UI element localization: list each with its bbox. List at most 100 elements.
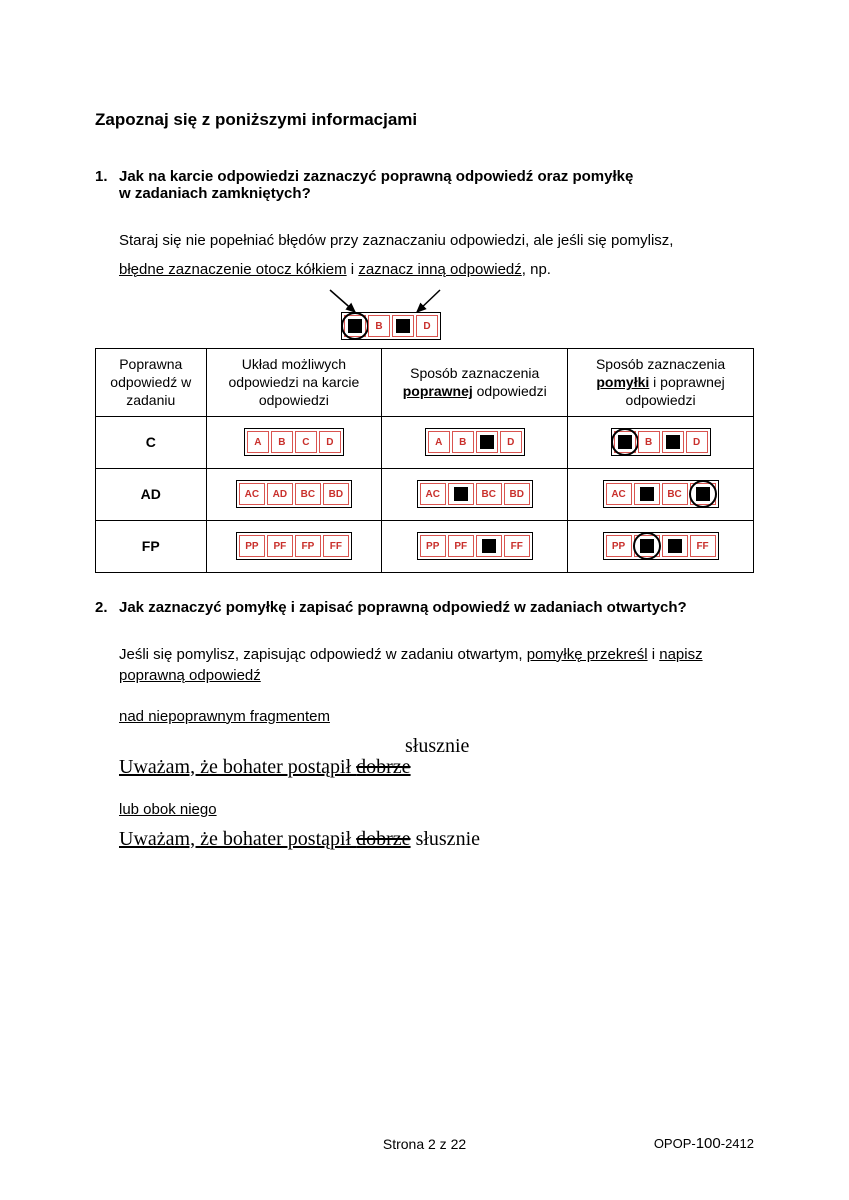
answer-box-cell: A xyxy=(428,431,450,453)
answer-box-group: AC BC xyxy=(603,480,719,508)
answer-box-cell xyxy=(690,483,716,505)
answer-box xyxy=(634,535,660,557)
hw-correction-above: słusznie xyxy=(405,735,754,758)
answer-box-cell: BD xyxy=(504,483,530,505)
answer-box: PP xyxy=(239,535,265,557)
filled-square-icon xyxy=(396,319,410,333)
answer-box-group: ACADBCBD xyxy=(236,480,352,508)
answer-box: FF xyxy=(690,535,716,557)
row-cell-mistake: BD xyxy=(568,416,754,468)
answer-box: A xyxy=(247,431,269,453)
q2-para: Jeśli się pomylisz, zapisując odpowiedź … xyxy=(119,644,754,686)
answer-box-cell: D xyxy=(416,315,438,337)
answer-box-cell: PP xyxy=(239,535,265,557)
hw-line-2: Uważam, że bohater postąpił dobrze słusz… xyxy=(119,828,754,851)
answer-box: AC xyxy=(239,483,265,505)
answer-box: C xyxy=(295,431,317,453)
filled-square-icon xyxy=(454,487,468,501)
answer-box-cell: AC xyxy=(420,483,446,505)
row-cell-layout: ACADBCBD xyxy=(206,468,382,520)
answer-box-cell: A xyxy=(247,431,269,453)
example-boxes: BD xyxy=(341,312,441,340)
answer-box: AC xyxy=(606,483,632,505)
answer-box-group: BD xyxy=(611,428,711,456)
answer-box-group: PPPFFF xyxy=(417,532,533,560)
answer-box: B xyxy=(638,431,660,453)
answer-box-cell: FF xyxy=(504,535,530,557)
filled-square-icon xyxy=(618,435,632,449)
answer-box-cell: B xyxy=(271,431,293,453)
answer-box: D xyxy=(500,431,522,453)
filled-square-icon xyxy=(348,319,362,333)
row-cell-mistake: AC BC xyxy=(568,468,754,520)
footer-right: OPOP-100-2412 xyxy=(654,1135,754,1152)
answer-box-cell xyxy=(662,431,684,453)
answer-box-cell: C xyxy=(295,431,317,453)
answer-box-cell xyxy=(476,431,498,453)
row-cell-mistake: PP FF xyxy=(568,520,754,572)
answer-box-cell: BC xyxy=(662,483,688,505)
answer-box-cell xyxy=(448,483,474,505)
answer-box: BC xyxy=(295,483,321,505)
answer-box: D xyxy=(416,315,438,337)
answer-box-group: PPPFFPFF xyxy=(236,532,352,560)
th-4: Sposób zaznaczenia pomyłki i poprawnej o… xyxy=(568,349,754,417)
answer-box: AD xyxy=(267,483,293,505)
answer-box: D xyxy=(686,431,708,453)
filled-square-icon xyxy=(696,487,710,501)
row-cell-layout: PPPFFPFF xyxy=(206,520,382,572)
answer-box-cell xyxy=(662,535,688,557)
answer-box xyxy=(476,535,502,557)
q1-number: 1. xyxy=(95,168,119,202)
answer-box: B xyxy=(271,431,293,453)
q2-number: 2. xyxy=(95,599,119,616)
answer-box: B xyxy=(368,315,390,337)
filled-square-icon xyxy=(668,539,682,553)
q2-title: 2. Jak zaznaczyć pomyłkę i zapisać popra… xyxy=(95,599,754,616)
answer-box-group: PP FF xyxy=(603,532,719,560)
answer-box-cell xyxy=(344,315,366,337)
row-cell-layout: ABCD xyxy=(206,416,382,468)
answer-box: BC xyxy=(476,483,502,505)
page-heading: Zapoznaj się z poniższymi informacjami xyxy=(95,110,754,130)
answer-box-cell: PP xyxy=(606,535,632,557)
answer-box: AC xyxy=(420,483,446,505)
answer-box-cell: B xyxy=(368,315,390,337)
label-beside: lub obok niego xyxy=(119,801,754,818)
q1-para-b: błędne zaznaczenie otocz kółkiem i zazna… xyxy=(119,259,754,280)
answer-box-cell: PP xyxy=(420,535,446,557)
answer-box: FF xyxy=(504,535,530,557)
answer-box xyxy=(344,315,366,337)
filled-square-icon xyxy=(640,539,654,553)
answer-box xyxy=(662,535,688,557)
answer-box-cell xyxy=(634,483,660,505)
answer-box-cell: FF xyxy=(690,535,716,557)
label-above: nad niepoprawnym fragmentem xyxy=(119,708,754,725)
q1-title-text: Jak na karcie odpowiedzi zaznaczyć popra… xyxy=(119,168,633,202)
answer-box-cell: D xyxy=(686,431,708,453)
answer-box-cell: AC xyxy=(606,483,632,505)
answer-box-cell: BC xyxy=(295,483,321,505)
answer-box: PP xyxy=(606,535,632,557)
answer-box-cell: D xyxy=(500,431,522,453)
answer-box: BD xyxy=(323,483,349,505)
answer-box-cell: B xyxy=(452,431,474,453)
answer-box xyxy=(662,431,684,453)
answer-box: A xyxy=(428,431,450,453)
q2-title-text: Jak zaznaczyć pomyłkę i zapisać poprawną… xyxy=(119,599,687,616)
example-box-group: BD xyxy=(341,312,441,340)
q1-para-a: Staraj się nie popełniać błędów przy zaz… xyxy=(119,230,754,251)
table-row: FPPPPFFPFFPPPFFFPPFF xyxy=(96,520,754,572)
answer-box-group: AB D xyxy=(425,428,525,456)
row-cell-correct: AB D xyxy=(382,416,568,468)
answer-box xyxy=(392,315,414,337)
answer-box: PF xyxy=(267,535,293,557)
answer-box-cell xyxy=(614,431,636,453)
filled-square-icon xyxy=(666,435,680,449)
answer-box xyxy=(690,483,716,505)
row-label: AD xyxy=(96,468,207,520)
th-3: Sposób zaznaczenia poprawnej odpowiedzi xyxy=(382,349,568,417)
answer-box-cell: FP xyxy=(295,535,321,557)
table-row: CABCDABDBD xyxy=(96,416,754,468)
answer-box: B xyxy=(452,431,474,453)
